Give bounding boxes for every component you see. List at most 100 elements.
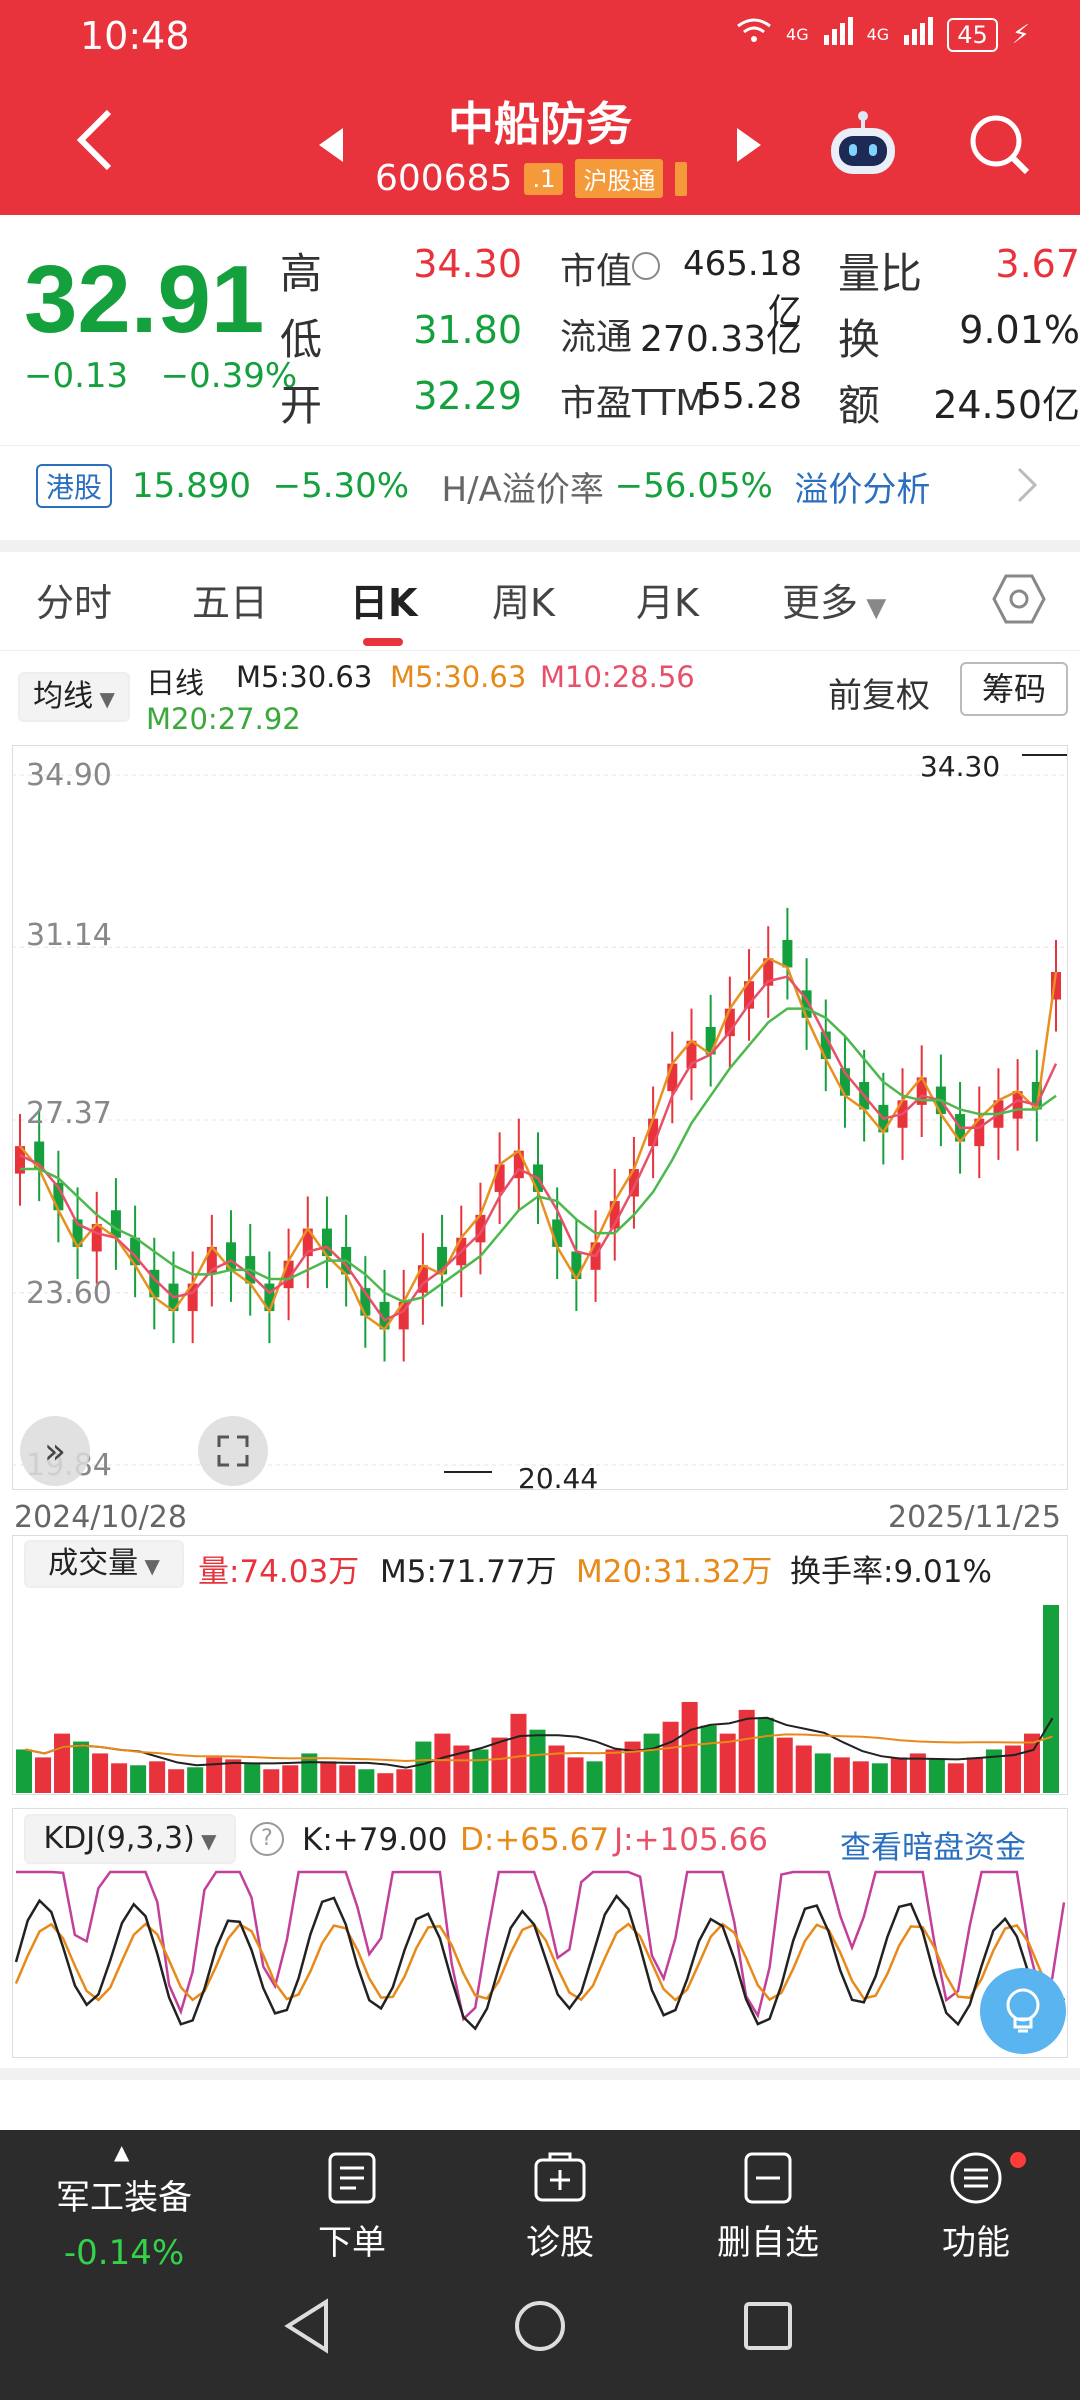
prev-stock-button[interactable] — [312, 120, 352, 170]
volume-bar — [890, 1757, 907, 1793]
volume-value: 量:74.03万 — [198, 1554, 360, 1590]
mcap-value: 465.18亿 — [683, 244, 802, 332]
wifi-icon — [736, 16, 772, 53]
tab-monthly-k[interactable]: 月K — [636, 581, 699, 625]
nav-functions[interactable]: 功能 — [896, 2150, 1056, 2264]
vol-ratio-label: 量比 — [838, 249, 923, 298]
kline-chart-frame[interactable] — [12, 745, 1068, 1490]
back-arrow-icon — [76, 109, 112, 171]
nav-diagnose[interactable]: 诊股 — [480, 2150, 640, 2264]
kdj-j: J:+105.66 — [614, 1822, 769, 1858]
ma-selector[interactable]: 均线 ▼ — [18, 672, 130, 722]
signal-2-label: 4G — [866, 25, 890, 44]
volume-frame — [12, 1535, 1068, 1795]
double-chevron-icon: » — [43, 1430, 67, 1472]
system-nav-bar — [0, 2270, 1080, 2400]
candle-body — [72, 1219, 83, 1247]
volume-bar — [225, 1759, 242, 1793]
dark-pool-link[interactable]: 查看暗盘资金 — [840, 1830, 1026, 1866]
kdj-chart[interactable] — [12, 1868, 1068, 2056]
nav-sector[interactable]: 军工装备 -0.14% — [44, 2170, 204, 2273]
fullscreen-button[interactable] — [198, 1416, 268, 1486]
y-tick-4: 23.60 — [26, 1276, 112, 1311]
y-tick-max: 34.90 — [26, 758, 112, 793]
system-recents-button[interactable] — [742, 2300, 794, 2356]
candle-body — [782, 939, 793, 968]
candle-body — [763, 958, 774, 986]
high-value: 34.30 — [413, 242, 522, 286]
volume-selector[interactable]: 成交量 ▼ — [24, 1540, 184, 1588]
volume-bar — [92, 1753, 109, 1793]
ma5-black: M5:30.63 — [236, 660, 373, 694]
tab-more[interactable]: 更多 ▼ — [782, 572, 886, 627]
volume-bar — [73, 1741, 90, 1793]
volume-bar — [605, 1749, 622, 1793]
volume-bar — [1004, 1745, 1021, 1793]
volume-bar — [130, 1765, 147, 1793]
lightbulb-icon — [1006, 1988, 1040, 2033]
next-stock-button[interactable] — [728, 120, 768, 170]
candle-body — [916, 1077, 927, 1105]
ai-assistant-button[interactable] — [820, 102, 906, 188]
turnover-rate-text: 换手率:9.01% — [790, 1554, 992, 1590]
sector-name: 军工装备 — [56, 2178, 192, 2218]
tab-daily-k[interactable]: 日K — [350, 581, 418, 625]
adjust-mode[interactable]: 前复权 — [828, 676, 930, 716]
kdj-selector[interactable]: KDJ(9,3,3) ▼ — [24, 1814, 236, 1864]
sector-change: -0.14% — [63, 2233, 185, 2273]
candle-body — [379, 1301, 390, 1330]
nav-diagnose-label: 诊股 — [526, 2223, 594, 2263]
candle-body — [513, 1150, 524, 1179]
divider — [0, 445, 1080, 446]
candle-body — [130, 1237, 141, 1266]
system-home-button[interactable] — [512, 2298, 568, 2358]
volume-bar — [263, 1769, 280, 1793]
candle-body — [1051, 972, 1061, 1000]
candle-body — [648, 1118, 659, 1147]
fast-forward-button[interactable]: » — [20, 1416, 90, 1486]
notification-dot — [1010, 2152, 1026, 2168]
turnover-rate: 换手率:9.01% — [790, 1546, 992, 1591]
search-icon — [970, 115, 1030, 175]
triangle-left-icon — [319, 128, 343, 162]
back-button[interactable] — [60, 100, 130, 180]
tab-intraday[interactable]: 分时 — [36, 581, 113, 625]
settings-hexagon-icon[interactable] — [992, 572, 1046, 630]
kdj-frame — [12, 1808, 1068, 2058]
premium-analysis-link[interactable]: 溢价分析 — [794, 469, 931, 510]
nav-remove-watch[interactable]: 删自选 — [688, 2150, 848, 2264]
candle-body — [53, 1182, 64, 1211]
candle-body — [110, 1210, 121, 1238]
info-icon[interactable] — [632, 252, 660, 280]
price-change: −0.13 −0.39% — [24, 356, 297, 396]
menu-icon — [950, 2152, 1002, 2204]
connect-tag: 沪股通 — [575, 159, 664, 198]
kline-chart[interactable] — [12, 745, 1068, 1490]
volume-bar — [548, 1745, 565, 1793]
candle-body — [437, 1246, 448, 1275]
y-tick-3: 27.37 — [26, 1096, 112, 1131]
volume-bar — [415, 1741, 432, 1793]
tips-button[interactable] — [980, 1968, 1066, 2054]
chips-button[interactable]: 筹码 — [960, 662, 1068, 716]
hk-premium-row[interactable]: 港股 15.890 −5.30% H/A溢价率 −56.05% 溢价分析 — [36, 460, 1056, 512]
volume-chart[interactable] — [12, 1595, 1068, 1793]
tab-weekly-k[interactable]: 周K — [492, 581, 555, 625]
candle-body — [398, 1301, 409, 1330]
recents-square-icon — [744, 2302, 792, 2350]
volume-bar — [871, 1763, 888, 1793]
nav-order[interactable]: 下单 — [272, 2150, 432, 2264]
volume-bar — [377, 1773, 394, 1793]
volume-m5: M5:71.77万 — [380, 1554, 557, 1590]
candle-body — [724, 1008, 735, 1037]
turnover-label: 换 — [838, 315, 881, 364]
y-tick-2: 31.14 — [26, 918, 112, 953]
tab-five-day[interactable]: 五日 — [192, 581, 269, 625]
search-button[interactable] — [960, 105, 1040, 185]
ma10-value: M10:28.56 — [540, 660, 695, 694]
stock-name: 中船防务 — [448, 97, 632, 151]
system-back-button[interactable] — [282, 2298, 332, 2358]
volume-ma5-line — [25, 1716, 1054, 1769]
help-icon[interactable]: ? — [250, 1822, 284, 1856]
extra-tag — [675, 161, 688, 196]
